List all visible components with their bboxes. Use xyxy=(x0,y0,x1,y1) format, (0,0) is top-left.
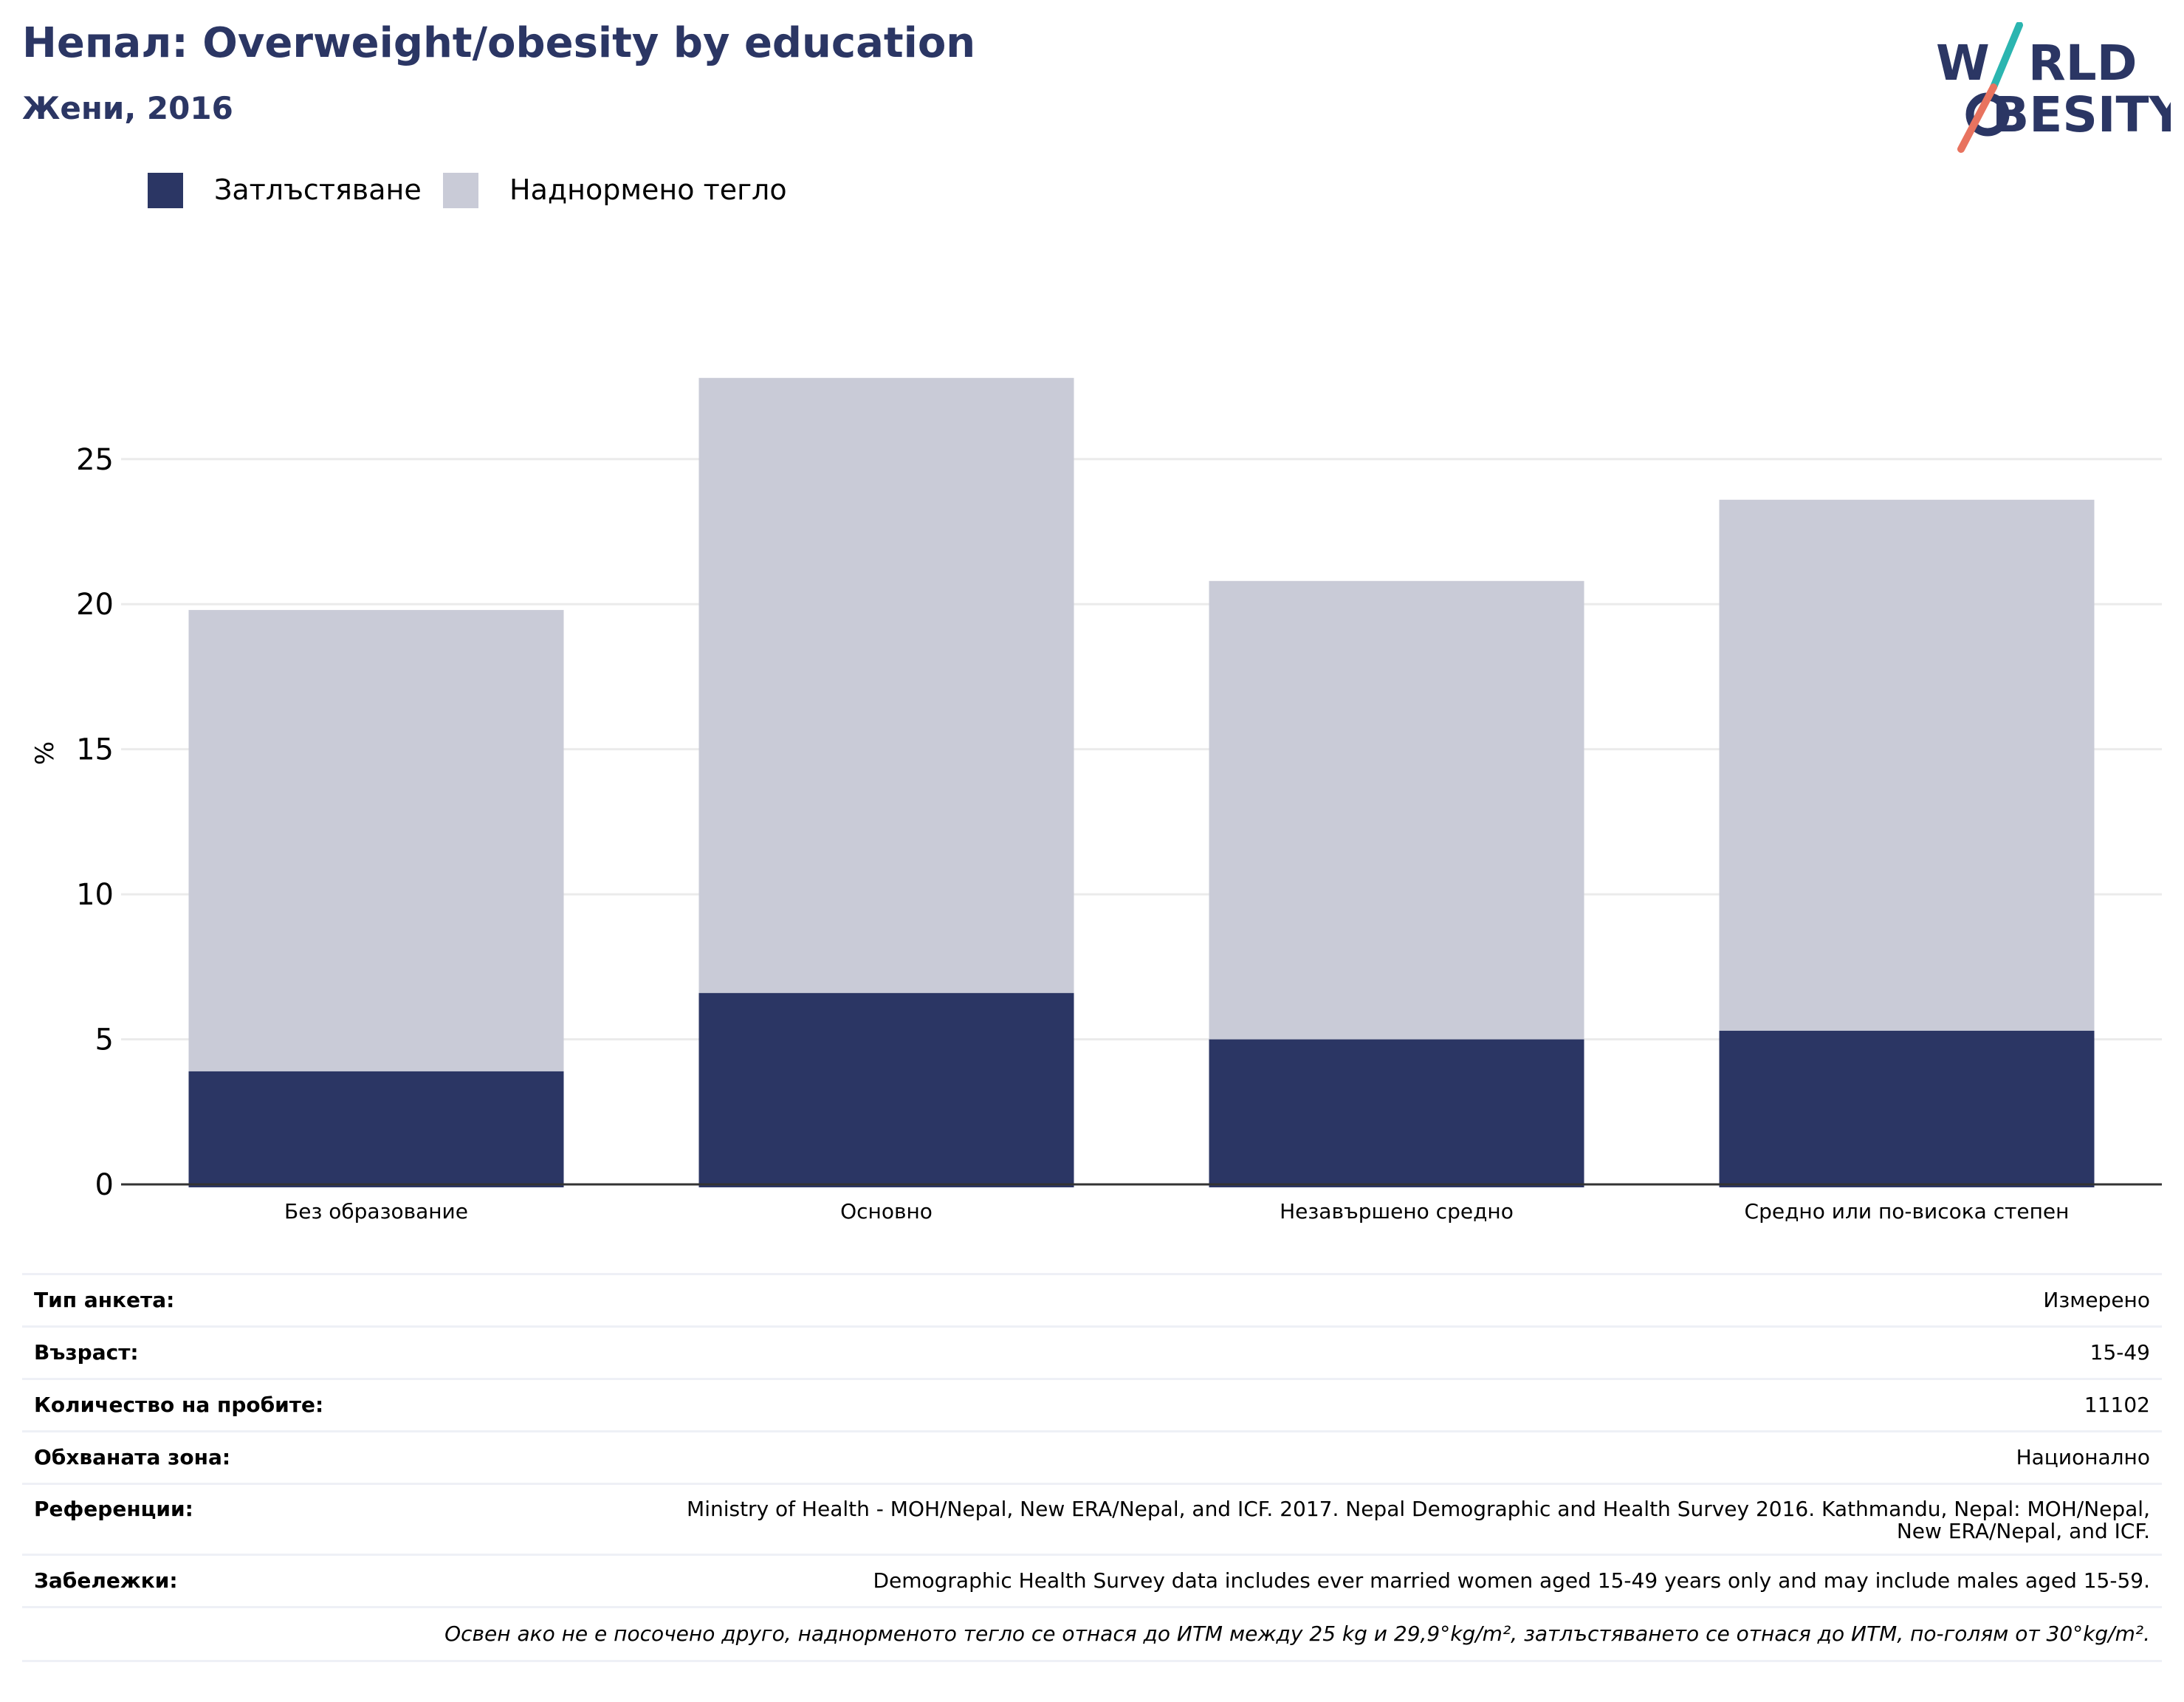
meta-key: Обхваната зона: xyxy=(22,1430,489,1484)
legend: Затлъстяване Наднормено тегло xyxy=(148,173,787,208)
meta-row-survey-type: Тип анкета: Измерено xyxy=(22,1273,2162,1327)
bar-obesity-1 xyxy=(188,1071,564,1187)
y-tick-label: 15 xyxy=(76,733,114,767)
meta-value: Ministry of Health - MOH/Nepal, New ERA/… xyxy=(489,1483,2162,1555)
bar-overweight-2 xyxy=(698,377,1074,993)
metadata-table: Тип анкета: Измерено Възраст: 15-49 Коли… xyxy=(22,1273,2162,1662)
bar-overweight-1 xyxy=(188,610,564,1071)
meta-key: Тип анкета: xyxy=(22,1273,489,1327)
chart-title: Непал: Overweight/obesity by education xyxy=(22,19,976,67)
bar-overweight-4 xyxy=(1719,499,2095,1031)
reference-line-2: New ERA/Nepal, and ICF. xyxy=(1896,1519,2150,1543)
x-axis: Без образование Основно Незавършено средно… xyxy=(121,1183,2162,1224)
meta-key: Забележки: xyxy=(22,1554,489,1607)
logo-line2: BESITY xyxy=(1992,86,2171,143)
meta-row-references: Референции: Ministry of Health - MOH/Nep… xyxy=(22,1483,2162,1555)
legend-swatch-2 xyxy=(443,173,478,208)
meta-row-footnote: Освен ако не е посочено друго, наднормен… xyxy=(22,1606,2162,1662)
bars xyxy=(188,377,2095,1187)
world-obesity-logo: W RLD BESITY xyxy=(1936,22,2171,153)
meta-row-sample-size: Количество на пробите: 11102 xyxy=(22,1378,2162,1432)
y-tick-label: 25 xyxy=(76,443,114,477)
meta-key: Възраст: xyxy=(22,1325,489,1379)
meta-row-notes: Забележки: Demographic Health Survey dat… xyxy=(22,1554,2162,1607)
legend-swatch-1 xyxy=(148,173,183,208)
bar-overweight-3 xyxy=(1209,580,1584,1040)
meta-value: Измерено xyxy=(489,1273,2162,1327)
footnote: Освен ако не е посочено друго, наднормен… xyxy=(22,1606,2162,1662)
meta-key: Количество на пробите: xyxy=(22,1378,489,1432)
x-tick-label: Незавършено средно xyxy=(1280,1199,1514,1224)
bar-obesity-2 xyxy=(698,992,1074,1187)
meta-value: Национално xyxy=(489,1430,2162,1484)
x-tick-label: Без образование xyxy=(284,1199,468,1224)
y-tick-label: 0 xyxy=(95,1168,114,1202)
logo-slash-teal xyxy=(1990,22,2023,91)
logo-line1: W RLD xyxy=(1936,35,2137,92)
y-tick-label: 5 xyxy=(95,1023,114,1057)
meta-key: Референции: xyxy=(22,1483,489,1555)
meta-value: Demographic Health Survey data includes … xyxy=(489,1554,2162,1607)
bar-obesity-4 xyxy=(1719,1030,2095,1187)
meta-value: 11102 xyxy=(489,1378,2162,1432)
stacked-bar-chart: Затлъстяване Наднормено тегло 0 5 10 15 20 25%… xyxy=(30,173,2162,1224)
x-tick-label: Основно xyxy=(840,1199,933,1224)
chart-subtitle: Жени, 2016 xyxy=(22,90,233,126)
logo-slash-coral xyxy=(1957,83,1997,153)
y-axis: 0 5 10 15 20 25% xyxy=(30,443,114,1202)
meta-row-age: Възраст: 15-49 xyxy=(22,1325,2162,1379)
y-tick-label: 20 xyxy=(76,588,114,622)
y-axis-label: % xyxy=(30,741,60,765)
legend-label-2: Наднормено тегло xyxy=(509,174,787,206)
meta-row-coverage: Обхваната зона: Национално xyxy=(22,1430,2162,1484)
bar-obesity-3 xyxy=(1209,1039,1584,1187)
y-tick-label: 10 xyxy=(76,878,114,912)
meta-value: 15-49 xyxy=(489,1325,2162,1379)
legend-label-1: Затлъстяване xyxy=(214,174,422,206)
x-tick-label: Средно или по-висока степен xyxy=(1745,1199,2070,1224)
reference-line-1: Ministry of Health - MOH/Nepal, New ERA/… xyxy=(687,1497,2150,1521)
